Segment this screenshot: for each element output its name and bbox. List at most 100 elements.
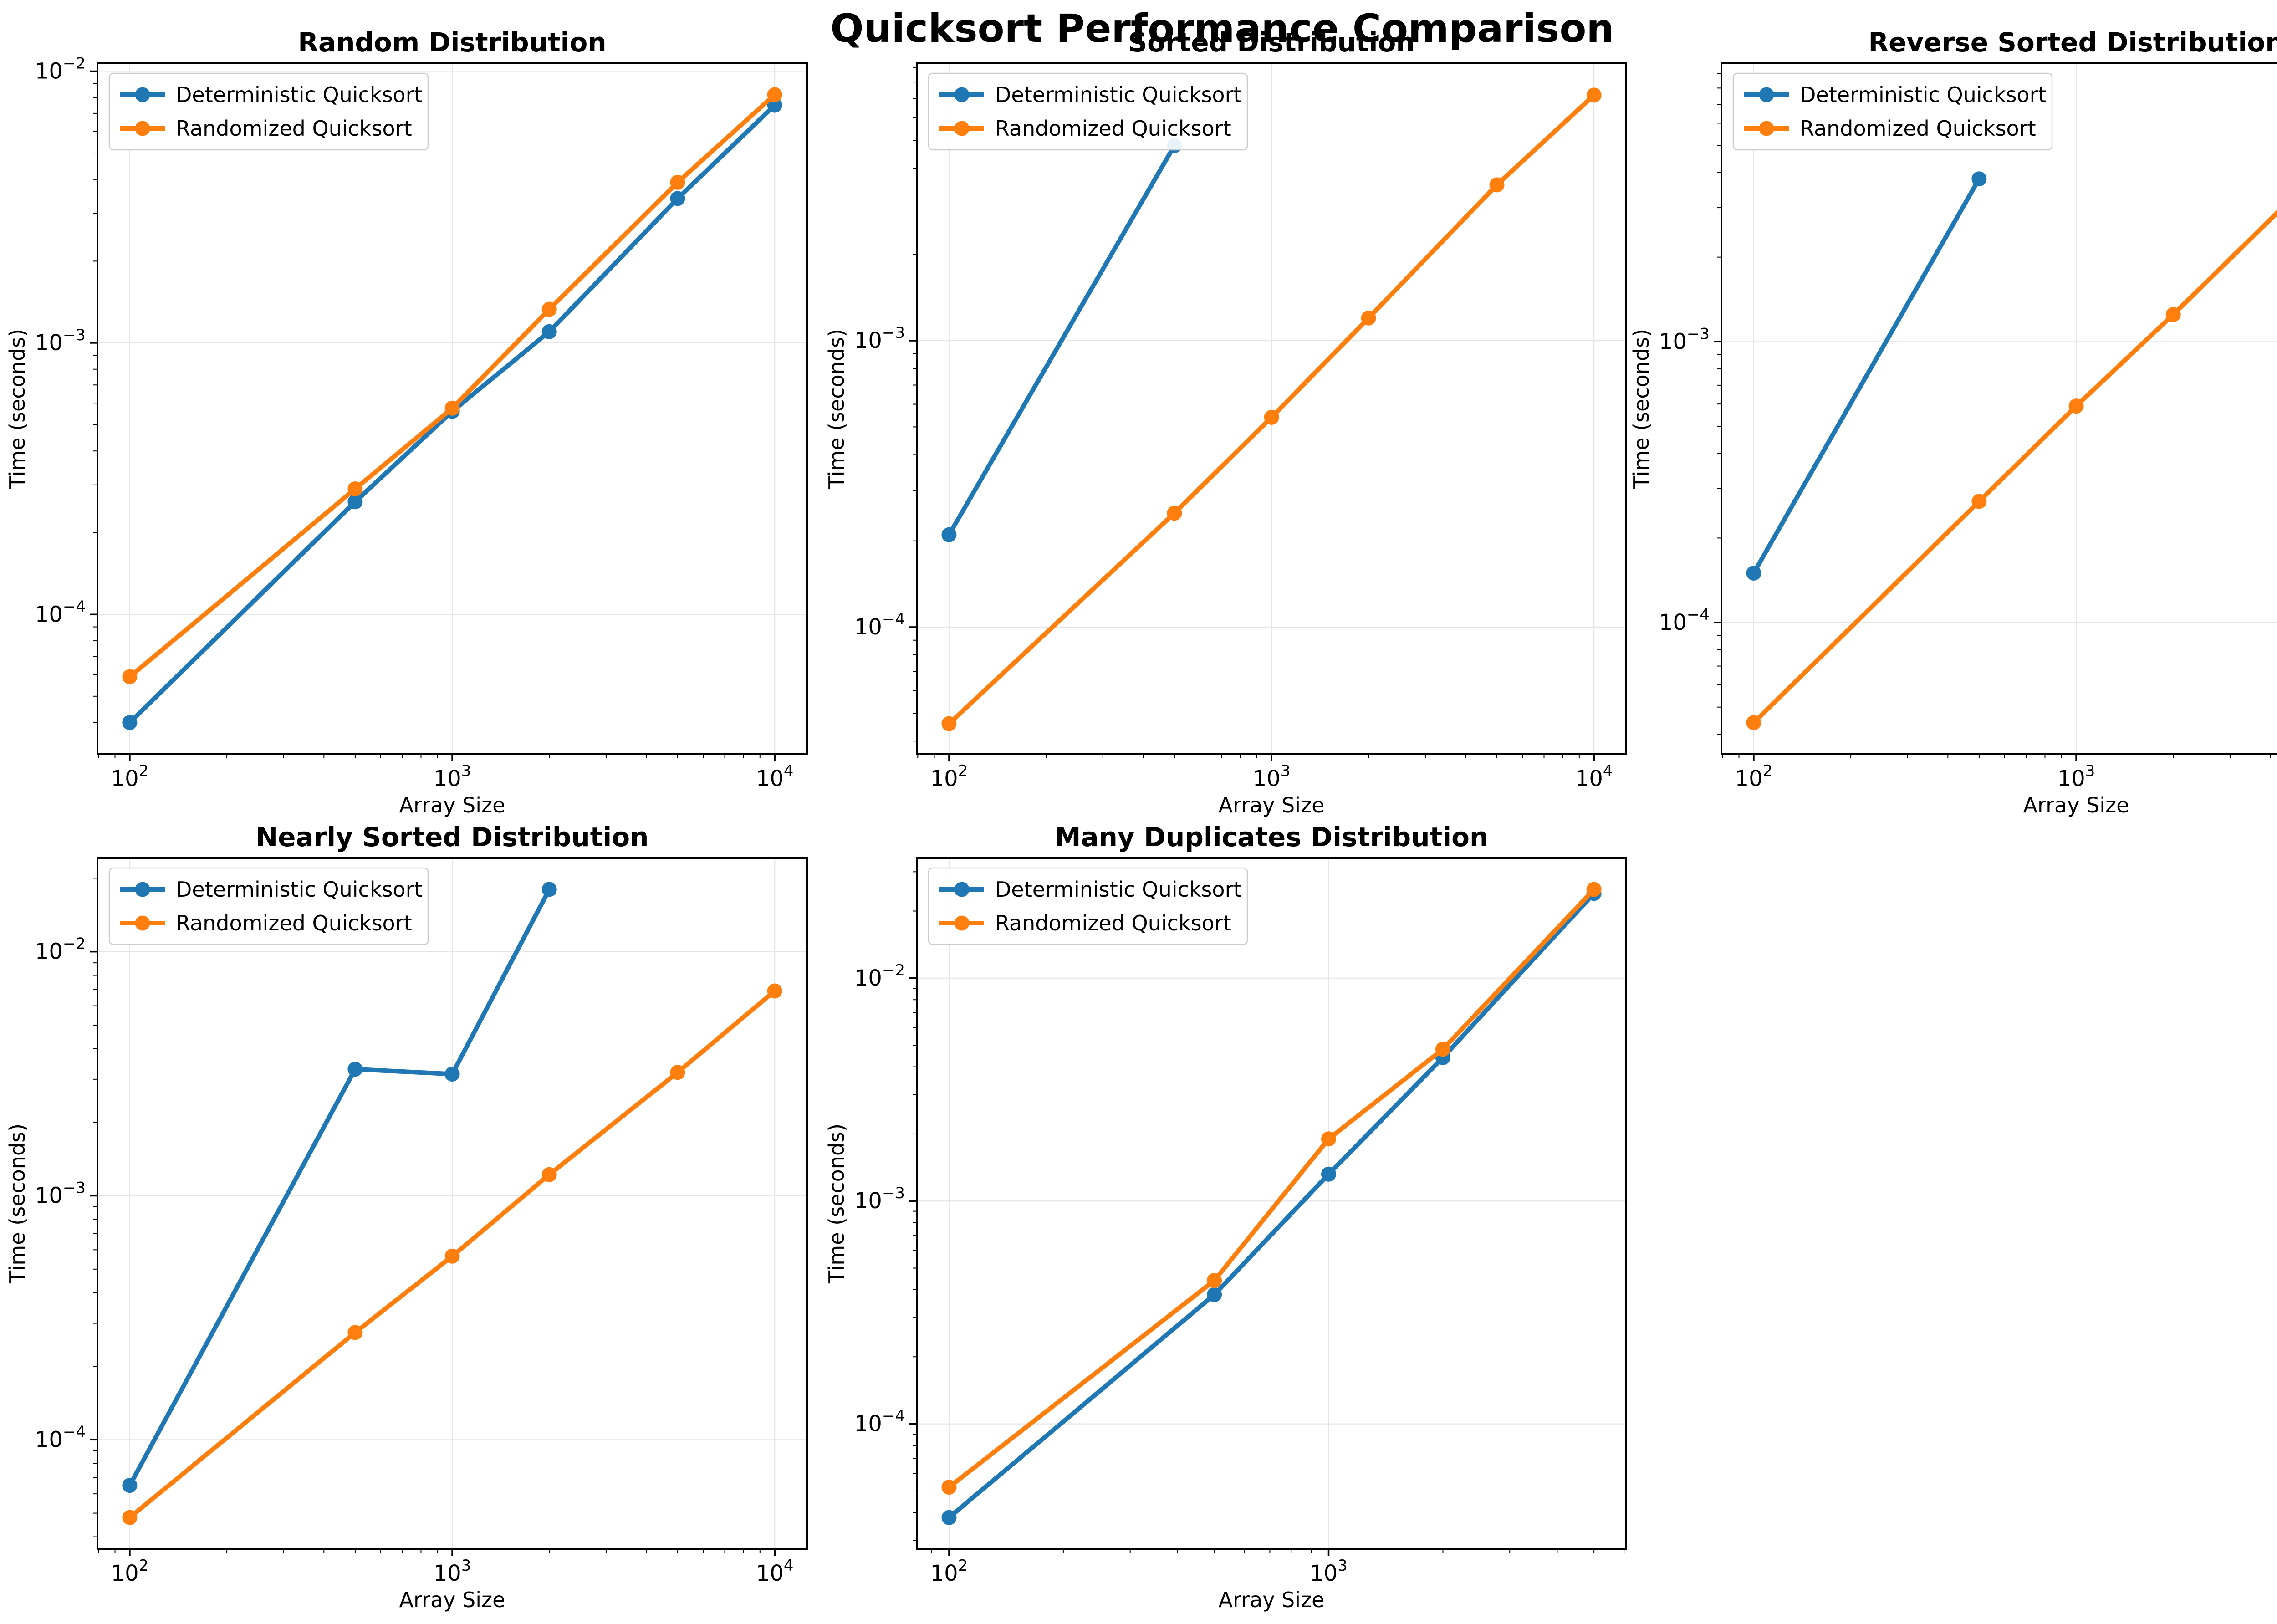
data-point-marker	[1435, 1042, 1450, 1057]
x-axis-label: Array Size	[2023, 793, 2129, 817]
data-point-marker	[122, 715, 138, 730]
chart-canvas: 102 103 104 10−2 10−3 10−4 Nearly Sorted Distr…	[5, 822, 808, 1612]
x-tick-label: 104	[1575, 762, 1613, 792]
x-tick-label: 104	[756, 762, 794, 792]
subplot-nearly-sorted-distribution: 102 103 104 10−2 10−3 10−4 Nearly Sorted Distr…	[1, 812, 821, 1624]
data-point-marker	[767, 87, 782, 102]
y-tick-label: 10−4	[35, 598, 86, 627]
legend-label: Deterministic Quicksort	[995, 82, 1242, 107]
legend-label: Randomized Quicksort	[995, 911, 1231, 935]
ticks: 102 103 104 10−2 10−3 10−4	[35, 55, 794, 792]
x-tick-label: 103	[434, 762, 471, 792]
axes-spine	[1721, 62, 2277, 755]
data-point-marker	[122, 669, 138, 684]
y-tick-label: 10−2	[35, 55, 86, 84]
data-point-marker	[1321, 1166, 1336, 1182]
legend: Deterministic Quicksort Randomized Quicks…	[108, 72, 429, 151]
x-tick-label: 103	[2057, 762, 2095, 792]
data-point-marker	[1489, 177, 1505, 193]
legend-label: Randomized Quicksort	[176, 911, 412, 935]
series-randomized-quicksort	[1746, 209, 2277, 730]
data-point-marker	[941, 1510, 957, 1525]
y-tick-label: 10−4	[854, 610, 905, 640]
circle-icon	[1759, 87, 1774, 102]
series-line	[947, 887, 1597, 1490]
figure-title: Quicksort Performance Comparison	[830, 6, 1614, 51]
legend-label: Randomized Quicksort	[1800, 116, 2036, 141]
data-point-marker	[347, 1062, 363, 1077]
x-tick-label: 102	[1735, 762, 1773, 792]
x-axis-label: Array Size	[1219, 793, 1325, 817]
data-point-marker	[941, 716, 957, 731]
data-point-marker	[122, 1510, 138, 1525]
legend-box	[108, 72, 429, 151]
grid	[97, 858, 807, 1549]
y-tick-label: 10−3	[35, 326, 86, 356]
legend: Deterministic Quicksort Randomized Quicks…	[108, 867, 429, 945]
subplot-title: Reverse Sorted Distribution	[1868, 27, 2277, 58]
legend-label: Deterministic Quicksort	[176, 82, 423, 107]
data-point-marker	[444, 400, 460, 416]
y-tick-label: 10−3	[854, 324, 905, 353]
circle-icon	[1759, 121, 1774, 136]
y-axis-label: Time (seconds)	[5, 1124, 30, 1284]
x-tick-label: 104	[756, 1557, 794, 1586]
data-point-marker	[670, 174, 685, 190]
series-line	[946, 143, 1177, 537]
data-point-marker	[347, 481, 363, 496]
subplot-sorted-distribution: 102 103 104 10−3 10−4 Sorted Distribution Arra…	[820, 18, 1640, 829]
data-point-marker	[2165, 307, 2181, 322]
data-point-marker	[1971, 494, 1987, 509]
subplot-title: Sorted Distribution	[1128, 27, 1414, 58]
ticks: 102 103 104 10−2 10−3 10−4	[35, 878, 794, 1586]
x-tick-label: 103	[1310, 1557, 1348, 1586]
grid	[1721, 63, 2277, 754]
series-randomized-quicksort	[941, 87, 1602, 731]
subplot-title: Nearly Sorted Distribution	[256, 822, 649, 853]
data-point-marker	[1207, 1287, 1222, 1302]
data-point-marker	[1746, 565, 1761, 581]
legend: Deterministic Quicksort Randomized Quicks…	[928, 867, 1248, 945]
y-axis-label: Time (seconds)	[5, 329, 30, 489]
subplot-title: Random Distribution	[298, 27, 606, 58]
data-point-marker	[444, 1067, 460, 1082]
series-line	[127, 92, 777, 679]
x-tick-label: 103	[434, 1557, 471, 1586]
x-axis-label: Array Size	[399, 793, 505, 817]
series-deterministic-quicksort	[1746, 171, 1987, 581]
data-point-marker	[541, 882, 557, 897]
series-line	[946, 92, 1597, 726]
data-point-marker	[767, 983, 782, 999]
data-point-marker	[1321, 1131, 1336, 1147]
data-point-marker	[1586, 882, 1602, 897]
chart-canvas: 102 103 10−2 10−3 10−4 Many Duplicates Distri…	[824, 822, 1627, 1612]
series-line	[127, 989, 777, 1520]
y-tick-label: 10−2	[35, 935, 86, 965]
series-line	[1751, 176, 1981, 576]
grid	[917, 63, 1626, 754]
data-point-marker	[767, 97, 782, 113]
circle-icon	[954, 121, 970, 136]
circle-icon	[954, 87, 970, 102]
circle-icon	[135, 87, 150, 102]
data-point-marker	[444, 1248, 460, 1264]
axes-spine	[916, 857, 1627, 1550]
legend-label: Randomized Quicksort	[176, 116, 412, 141]
y-axis-label: Time (seconds)	[1629, 329, 1654, 489]
chart-canvas: 102 103 104 10−3 10−4 Sorted Distribution Arra…	[824, 27, 1627, 817]
data-point-marker	[541, 324, 557, 339]
data-point-marker	[1746, 715, 1761, 730]
legend: Deterministic Quicksort Randomized Quicks…	[1732, 72, 2053, 151]
series-randomized-quicksort	[941, 882, 1602, 1495]
legend-box	[928, 72, 1248, 151]
x-axis-label: Array Size	[1219, 1588, 1325, 1612]
data-point-marker	[670, 191, 685, 206]
legend: Deterministic Quicksort Randomized Quicks…	[928, 72, 1248, 151]
legend-box	[1732, 72, 2053, 151]
data-point-marker	[2068, 398, 2084, 414]
data-point-marker	[1586, 87, 1602, 103]
data-point-marker	[1264, 409, 1279, 425]
